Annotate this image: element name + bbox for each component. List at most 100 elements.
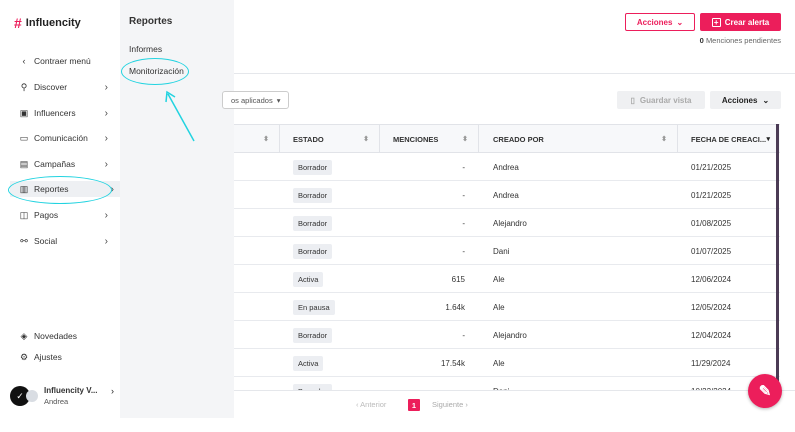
create-alert-button[interactable]: + Crear alerta — [700, 13, 781, 31]
bar-chart-icon: ▥ — [19, 183, 29, 194]
previous-page-button[interactable]: ‹ Anterior — [356, 400, 387, 409]
filters-label: os aplicados — [231, 95, 273, 105]
status-cell: Activa — [293, 349, 324, 377]
column-label: ESTADO — [293, 134, 324, 144]
actions-dropdown-button[interactable]: Acciones ⌄ — [625, 13, 695, 31]
submenu-item-monitorizacion[interactable]: Monitorización — [129, 66, 184, 76]
chevron-right-icon: › — [104, 158, 108, 170]
chevron-right-icon: › — [104, 235, 108, 247]
table-row[interactable]: Borrador - Andrea 01/21/2025 — [234, 181, 780, 209]
status-cell: Activa — [293, 265, 324, 293]
chevron-right-icon: › — [104, 132, 108, 144]
mentions-cell: 615 — [451, 274, 465, 284]
sidebar-item-social[interactable]: ⚯ Social › — [18, 233, 114, 249]
help-chat-button[interactable]: ✎ — [748, 374, 782, 408]
column-header-menciones[interactable]: MENCIONES ⬍ — [380, 125, 479, 153]
mentions-cell: - — [462, 246, 465, 256]
created-date-cell: 12/06/2024 — [691, 274, 732, 284]
status-badge: Borrador — [293, 383, 333, 390]
discover-icon: ⚲ — [20, 81, 28, 92]
chat-icon: ▭ — [19, 132, 29, 143]
company-logo: ✓ — [10, 386, 30, 406]
sidebar-item-campanas[interactable]: ▤ Campañas › — [18, 156, 114, 172]
table-row[interactable]: En pausa 1.64k Ale 12/05/2024 — [234, 293, 780, 321]
table-header: ⬍ ESTADO ⬍ MENCIONES ⬍ CREADO POR ⬍ FECH… — [234, 125, 780, 153]
created-date-cell: 12/05/2024 — [691, 302, 732, 312]
status-badge: Borrador — [293, 215, 333, 231]
filters-dropdown[interactable]: os aplicados ▾ — [222, 91, 289, 109]
monitoring-table: ⬍ ESTADO ⬍ MENCIONES ⬍ CREADO POR ⬍ FECH… — [234, 124, 780, 390]
created-by-cell: Andrea — [493, 190, 519, 200]
status-badge: Activa — [293, 355, 324, 371]
current-page[interactable]: 1 — [408, 399, 420, 411]
account-switcher[interactable]: ✓ Influencity V... Andrea › — [10, 382, 118, 410]
avatar — [26, 390, 38, 402]
sort-icon: ⬍ — [661, 136, 667, 143]
table-row[interactable]: Borrador - Alejandro 01/08/2025 — [234, 209, 780, 237]
calendar-icon: ▤ — [19, 158, 29, 169]
table-row[interactable]: Activa 615 Ale 12/06/2024 — [234, 265, 780, 293]
status-cell: Borrador — [293, 153, 333, 181]
save-view-button[interactable]: ▯ Guardar vista — [617, 91, 705, 109]
column-label: MENCIONES — [393, 134, 439, 144]
created-by-cell: Dani — [493, 246, 510, 256]
submenu-title: Reportes — [129, 16, 173, 27]
sort-icon: ⬍ — [263, 136, 269, 143]
chevron-down-icon: ⌄ — [676, 17, 684, 27]
table-row[interactable]: Borrador - Dani 10/22/2024 — [234, 377, 780, 390]
status-badge: Borrador — [293, 187, 333, 203]
created-date-cell: 01/07/2025 — [691, 246, 732, 256]
table-actions-button[interactable]: Acciones ⌄ — [710, 91, 781, 109]
next-page-button[interactable]: Siguiente › — [432, 400, 468, 409]
created-date-cell: 12/04/2024 — [691, 330, 732, 340]
column-header-creado-por[interactable]: CREADO POR ⬍ — [479, 125, 678, 153]
table-row[interactable]: Activa 17.54k Ale 11/29/2024 — [234, 349, 780, 377]
created-by-cell: Ale — [493, 274, 505, 284]
table-row[interactable]: Borrador - Andrea 01/21/2025 — [234, 153, 780, 181]
sidebar-item-discover[interactable]: ⚲ Discover › — [18, 79, 114, 95]
sidebar-item-pagos[interactable]: ◫ Pagos › — [18, 207, 114, 223]
bottom-strip — [0, 418, 795, 432]
sidebar-item-novedades[interactable]: ◈ Novedades — [18, 328, 114, 344]
sort-desc-icon: ▾ — [766, 136, 770, 143]
sort-icon: ⬍ — [363, 136, 369, 143]
header-divider — [234, 73, 795, 74]
status-cell: Borrador — [293, 209, 333, 237]
pending-mentions: 0 Menciones pendientes — [700, 36, 781, 45]
account-user: Andrea — [44, 397, 69, 406]
status-badge: En pausa — [293, 299, 335, 315]
status-badge: Borrador — [293, 243, 333, 259]
sidebar-item-label: Discover — [34, 82, 68, 92]
column-label: CREADO POR — [493, 134, 544, 144]
table-scrollbar[interactable] — [776, 124, 779, 390]
bookmark-icon: ▯ — [630, 95, 635, 105]
sidebar-item-comunicacion[interactable]: ▭ Comunicación › — [18, 130, 114, 146]
sort-icon: ⬍ — [462, 136, 468, 143]
status-badge: Borrador — [293, 159, 333, 175]
social-icon: ⚯ — [20, 235, 28, 246]
created-by-cell: Alejandro — [493, 218, 527, 228]
sidebar: # Influencity ‹ Contraer menú ⚲ Discover… — [0, 0, 120, 418]
chevron-right-icon: › — [104, 107, 108, 119]
column-header-estado[interactable]: ESTADO ⬍ — [280, 125, 380, 153]
mentions-cell: - — [380, 377, 465, 391]
sidebar-item-label: Ajustes — [34, 352, 62, 362]
status-cell: Borrador — [293, 237, 333, 265]
mentions-cell: - — [462, 218, 465, 228]
column-header-name[interactable]: ⬍ — [234, 125, 280, 153]
table-row[interactable]: Borrador - Dani 01/07/2025 — [234, 237, 780, 265]
pending-count: 0 — [699, 36, 704, 45]
submenu-item-informes[interactable]: Informes — [129, 44, 163, 54]
mentions-cell: - — [462, 162, 465, 172]
sidebar-item-influencers[interactable]: ▣ Influencers › — [18, 105, 114, 121]
created-date-cell: 01/08/2025 — [691, 218, 732, 228]
sidebar-item-label: Comunicación — [34, 133, 88, 143]
table-row[interactable]: Borrador - Alejandro 12/04/2024 — [234, 321, 780, 349]
sidebar-item-label: Novedades — [34, 331, 78, 341]
sidebar-item-reportes[interactable]: ▥ Reportes › — [10, 181, 120, 197]
collapse-menu-button[interactable]: ‹ Contraer menú — [18, 53, 114, 69]
sidebar-item-ajustes[interactable]: ⚙ Ajustes — [18, 349, 114, 365]
column-header-fecha[interactable]: FECHA DE CREACI... ▾ — [678, 125, 780, 153]
sidebar-item-label: Reportes — [34, 184, 69, 194]
brand-logo[interactable]: # Influencity — [14, 16, 81, 30]
